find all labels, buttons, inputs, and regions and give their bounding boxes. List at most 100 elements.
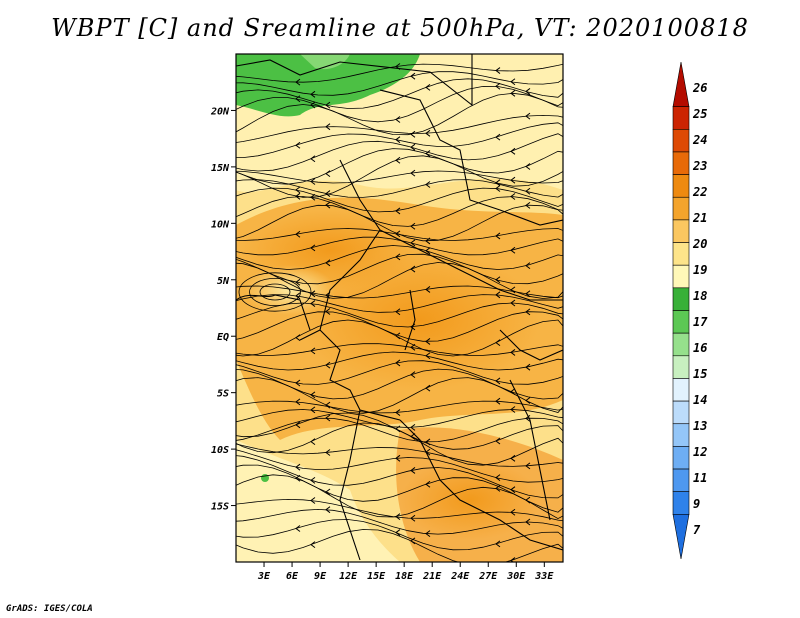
- lat-tick-label: 20N: [210, 106, 230, 117]
- streamline: [236, 236, 563, 256]
- colorbar-label: 12: [693, 445, 707, 459]
- lon-tick-label: 33E: [534, 571, 554, 582]
- streamline-arrow: [310, 406, 316, 414]
- streamline-arrow: [525, 163, 531, 170]
- streamline-arrow: [510, 147, 516, 155]
- colorbar-label: 13: [693, 419, 707, 433]
- colorbar-swatch: [672, 196, 690, 221]
- streamline-arrow: [395, 409, 401, 416]
- streamline-arrow: [495, 377, 501, 385]
- field-green-north: [236, 54, 420, 117]
- streamline: [236, 351, 563, 371]
- streamline: [236, 294, 563, 313]
- latitude-axis: 20N 15N 10N 5N EQ 5S 10S 15S: [210, 106, 236, 513]
- lat-tick-label: EQ: [217, 332, 229, 343]
- streamline: [236, 155, 563, 198]
- colorbar-swatch: [672, 242, 690, 266]
- colorbar-swatch: [672, 264, 690, 289]
- field-pale-swirl: [245, 265, 335, 315]
- lon-tick-label: 24E: [450, 571, 470, 582]
- streamline-arrow: [525, 202, 531, 209]
- streamline-arrow: [295, 474, 301, 482]
- colorbar-swatch: [672, 400, 690, 425]
- streamline-arrow: [295, 292, 301, 300]
- streamline-arrow: [495, 291, 501, 299]
- streamline-arrow: [310, 90, 316, 98]
- streamline-arrow: [325, 401, 331, 409]
- streamline-arrow: [325, 123, 331, 131]
- streamline-arrow: [410, 239, 416, 247]
- colorbar-label: 25: [692, 107, 707, 121]
- streamline-arrow: [295, 186, 301, 194]
- longitude-axis: 3E 6E 9E 12E 15E 18E 21E 24E 27E 30E 33E: [257, 562, 554, 582]
- colorbar-label: 15: [693, 367, 707, 381]
- lat-tick-label: 10N: [211, 219, 230, 230]
- streamline-arrow: [410, 433, 416, 440]
- streamline: [236, 412, 563, 450]
- streamline-arrow: [510, 349, 516, 356]
- streamline-arrow: [325, 449, 331, 456]
- streamline-arrow: [510, 454, 516, 462]
- streamline-arrow: [325, 506, 331, 514]
- colorbar-swatch: [672, 151, 690, 175]
- streamline-arrow: [525, 290, 531, 298]
- colorbar-swatch: [672, 332, 690, 357]
- streamline-arrow: [325, 488, 331, 496]
- streamline-arrow: [310, 101, 316, 109]
- country-borders: [236, 54, 563, 561]
- colorbar-swatch: [672, 355, 690, 379]
- colorbar-swatch: [672, 468, 690, 492]
- streamline-arrow: [510, 486, 516, 494]
- lat-tick-label: 5S: [217, 389, 229, 400]
- colorbar: 26 25 24 23 22 21 20 19 18 17 16 15 14 13 12 11 9 7: [672, 61, 708, 560]
- colorbar-label: 18: [693, 289, 707, 303]
- streamline-arrow: [395, 253, 401, 261]
- streamline-arrow: [525, 187, 531, 195]
- streamline-arrow: [510, 557, 516, 562]
- streamline: [236, 319, 563, 357]
- streamline: [236, 63, 563, 83]
- lat-tick-label: 10S: [211, 445, 229, 456]
- colorbar-swatch: [672, 129, 690, 153]
- colorbar-label: 21: [692, 211, 707, 225]
- colorbar-swatch: [672, 378, 690, 402]
- streamline-arrow: [510, 299, 516, 307]
- streamline-arrow: [510, 193, 516, 200]
- streamline-arrow: [325, 414, 331, 422]
- streamline-swirl: [238, 272, 312, 312]
- colorbar-label: 16: [693, 341, 707, 355]
- streamline: [236, 204, 563, 242]
- streamline-arrow: [510, 246, 516, 254]
- streamline-arrow: [325, 361, 331, 369]
- streamline: [236, 179, 563, 198]
- streamline-arrow: [525, 262, 531, 270]
- lat-tick-label: 15N: [211, 163, 230, 174]
- colorbar-swatch: [672, 491, 690, 515]
- lon-tick-label: 18E: [395, 571, 414, 582]
- streamline-arrow: [410, 169, 416, 177]
- lon-tick-label: 27E: [478, 571, 498, 582]
- streamline-arrow: [310, 438, 316, 446]
- streamline-arrow: [410, 467, 416, 474]
- streamline-arrow: [325, 201, 331, 209]
- streamline-arrow: [495, 484, 501, 492]
- streamline-arrow: [495, 474, 501, 482]
- streamline-arrow: [325, 190, 331, 197]
- streamline: [236, 529, 563, 562]
- streamline-arrow: [295, 95, 301, 103]
- streamline: [236, 400, 563, 414]
- streamline-arrow: [510, 406, 516, 413]
- streamline: [236, 85, 563, 123]
- colorbar-label: 23: [692, 159, 707, 173]
- streamline-arrow: [410, 343, 416, 351]
- streamline-arrow: [395, 156, 401, 164]
- streamline-arrow: [295, 334, 301, 341]
- streamline-arrow: [495, 397, 501, 405]
- colorbar-swatch: [672, 446, 690, 470]
- streamline-arrow: [425, 247, 431, 255]
- lon-tick-label: 15E: [367, 571, 386, 582]
- streamline-swirl: [259, 283, 291, 301]
- streamline-arrow: [295, 230, 301, 238]
- streamline-arrow: [310, 497, 316, 504]
- map-frame: [235, 53, 564, 563]
